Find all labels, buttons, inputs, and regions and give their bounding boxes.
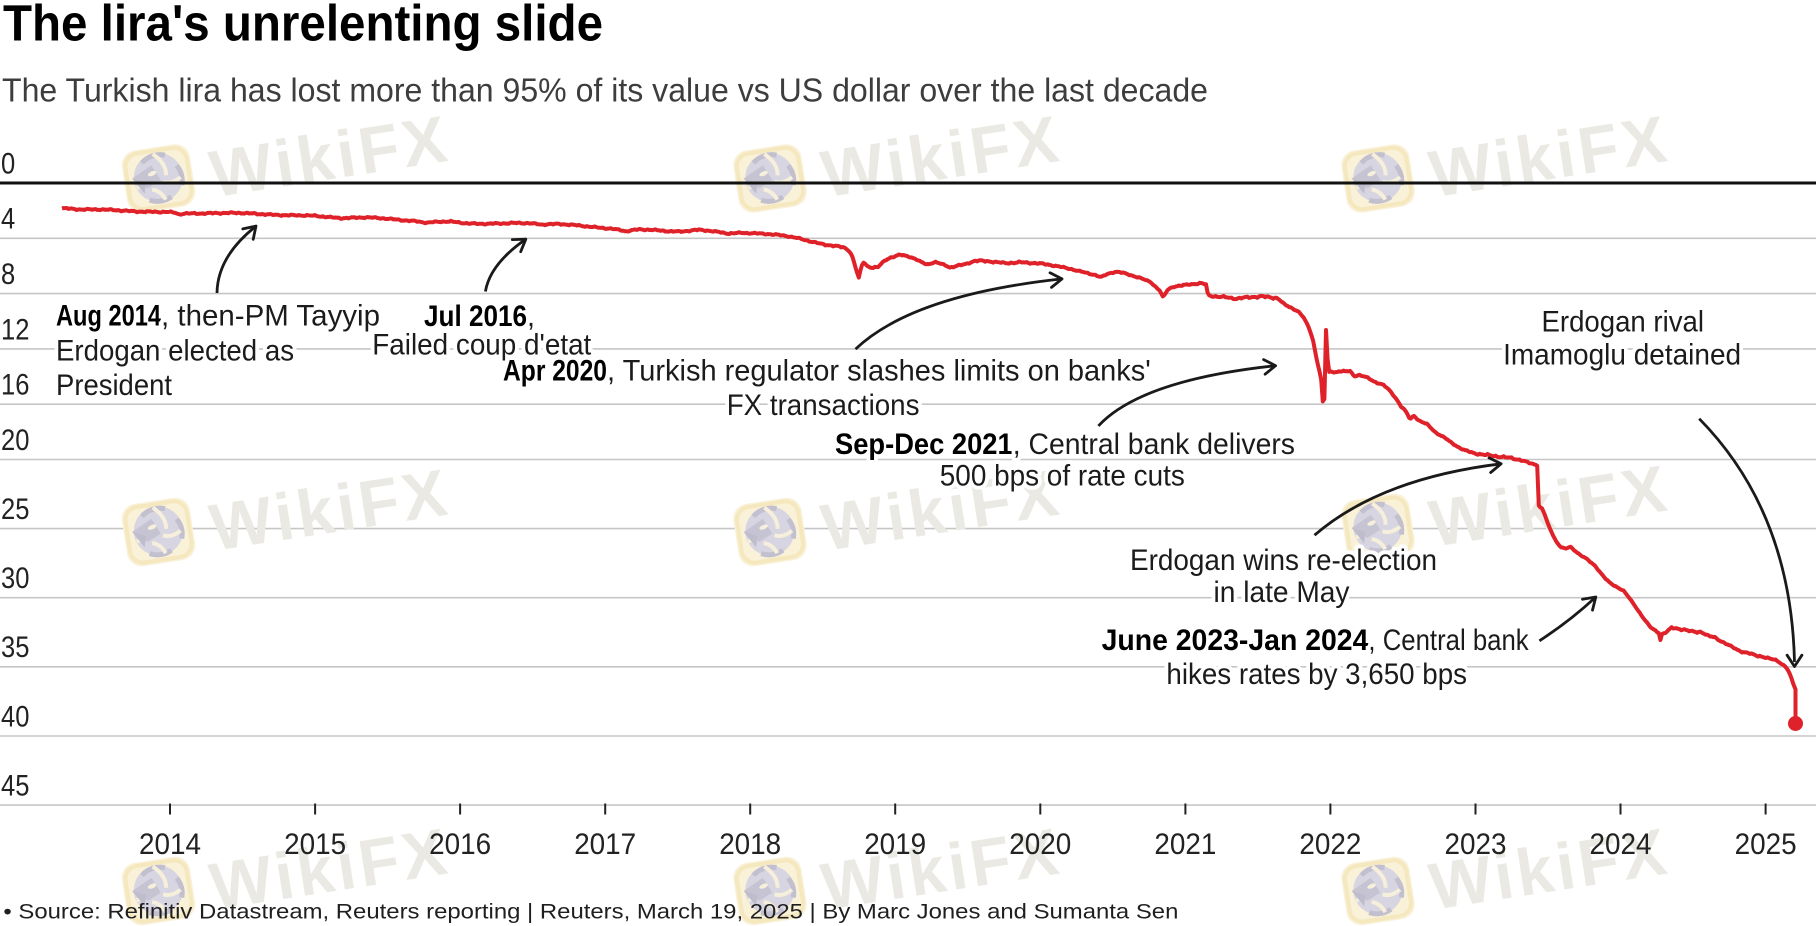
svg-text:FX transactions: FX transactions <box>727 389 920 422</box>
svg-text:16: 16 <box>1 369 29 402</box>
svg-text:2025: 2025 <box>1735 828 1797 861</box>
svg-text:2023: 2023 <box>1445 828 1507 861</box>
svg-text:35: 35 <box>1 631 29 664</box>
svg-text:President: President <box>56 369 173 402</box>
svg-text:40: 40 <box>1 700 29 733</box>
svg-text:2018: 2018 <box>719 828 781 861</box>
svg-text:0: 0 <box>1 147 15 180</box>
svg-text:in late May: in late May <box>1214 576 1350 609</box>
svg-text:45: 45 <box>1 770 29 803</box>
svg-text:Erdogan rival: Erdogan rival <box>1542 305 1705 338</box>
svg-text:20: 20 <box>1 424 29 457</box>
svg-text:Apr 2020: Apr 2020 <box>503 355 607 388</box>
svg-text:Erdogan elected as: Erdogan elected as <box>56 334 294 367</box>
svg-text:, then-PM Tayyip: , then-PM Tayyip <box>161 300 380 333</box>
svg-text:500 bps of rate cuts: 500 bps of rate cuts <box>940 460 1185 493</box>
svg-text:2015: 2015 <box>284 828 346 861</box>
svg-text:2016: 2016 <box>429 828 491 861</box>
svg-text:, Turkish regulator slashes li: , Turkish regulator slashes limits on ba… <box>607 355 1151 388</box>
svg-text:12: 12 <box>1 313 29 346</box>
svg-text:hikes rates by 3,650 bps: hikes rates by 3,650 bps <box>1166 658 1467 691</box>
svg-text:Imamoglu detained: Imamoglu detained <box>1503 339 1741 372</box>
svg-text:, Central bank: , Central bank <box>1368 624 1529 657</box>
svg-text:4: 4 <box>1 203 15 236</box>
svg-text:2014: 2014 <box>139 828 201 861</box>
svg-text:25: 25 <box>1 493 29 526</box>
svg-text:30: 30 <box>1 562 29 595</box>
svg-text:2021: 2021 <box>1154 828 1216 861</box>
svg-text:Erdogan wins re-election: Erdogan wins re-election <box>1130 544 1437 577</box>
svg-text:• Source: Refinitiv Datastream: • Source: Refinitiv Datastream, Reuters … <box>3 901 1178 924</box>
svg-text:2022: 2022 <box>1299 828 1361 861</box>
svg-text:2017: 2017 <box>574 828 636 861</box>
svg-text:Sep-Dec 2021: Sep-Dec 2021 <box>835 428 1013 461</box>
svg-text:2019: 2019 <box>864 828 926 861</box>
svg-text:2024: 2024 <box>1590 828 1652 861</box>
svg-text:June 2023-Jan 2024: June 2023-Jan 2024 <box>1102 624 1369 657</box>
svg-text:Failed coup d'etat: Failed coup d'etat <box>372 328 592 361</box>
svg-text:The lira's unrelenting slide: The lira's unrelenting slide <box>3 0 603 52</box>
svg-text:8: 8 <box>1 258 15 291</box>
svg-text:, Central bank delivers: , Central bank delivers <box>1013 428 1295 461</box>
svg-text:The Turkish lira has lost more: The Turkish lira has lost more than 95% … <box>2 71 1208 108</box>
svg-text:Jul 2016: Jul 2016 <box>424 300 527 333</box>
svg-text:Aug 2014: Aug 2014 <box>56 300 161 333</box>
svg-text:2020: 2020 <box>1009 828 1071 861</box>
